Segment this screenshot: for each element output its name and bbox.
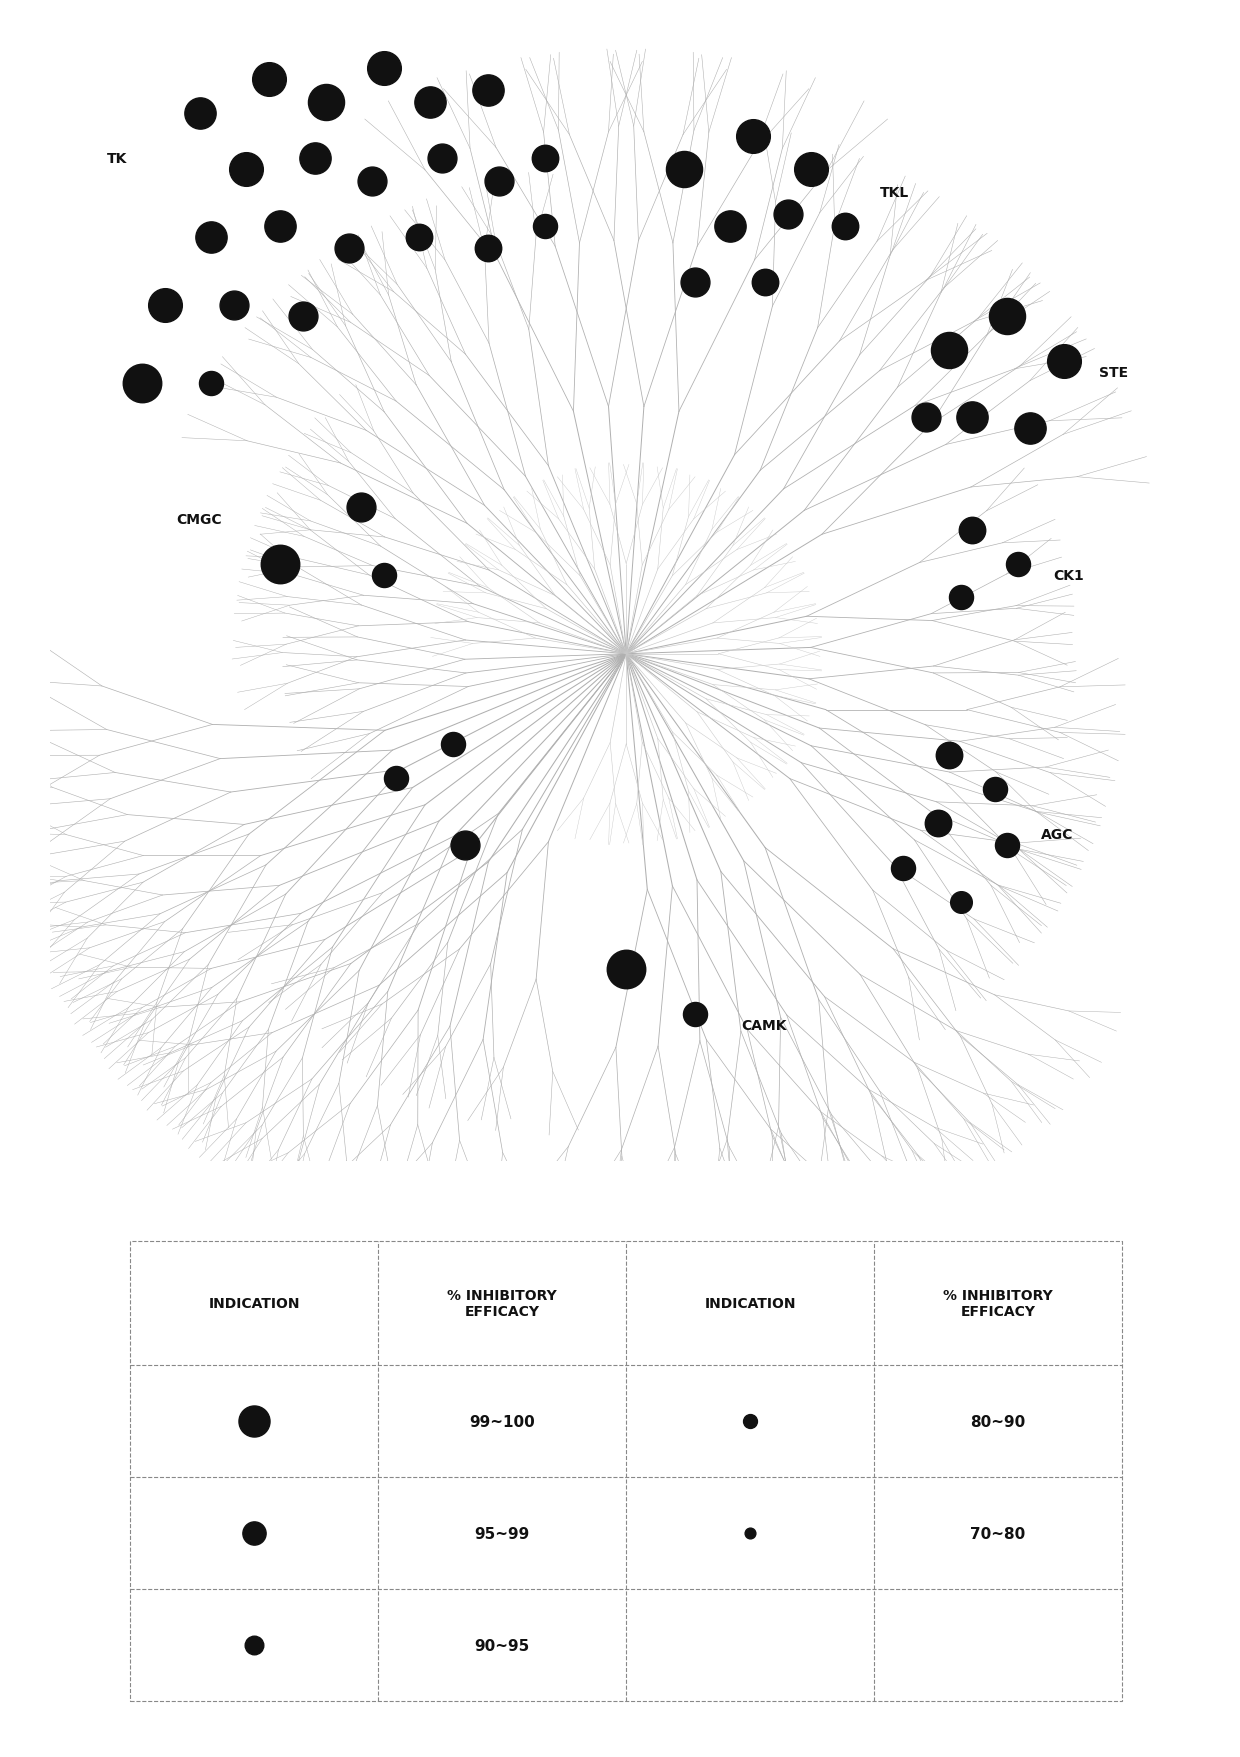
Point (928, 810, 947, 838)
Point (490, 167, 510, 195)
Point (270, 213, 290, 241)
Point (997, 831, 1017, 859)
Text: TK: TK (108, 153, 128, 165)
Text: % INHIBITORY
EFFICACY: % INHIBITORY EFFICACY (944, 1288, 1053, 1318)
Point (720, 213, 740, 241)
Point (386, 764, 405, 792)
Point (316, 88, 336, 116)
Point (420, 88, 440, 116)
Point (236, 156, 255, 184)
Text: % INHIBITORY
EFFICACY: % INHIBITORY EFFICACY (448, 1288, 557, 1318)
Point (962, 404, 982, 432)
Point (351, 494, 371, 522)
Point (777, 202, 797, 230)
Point (740, 1407, 760, 1435)
Point (616, 956, 636, 984)
Text: CMGC: CMGC (176, 513, 222, 527)
Point (1054, 348, 1074, 376)
Point (224, 292, 244, 320)
Text: STE: STE (1099, 365, 1128, 380)
Text: AGC: AGC (1042, 828, 1074, 842)
Point (190, 100, 210, 128)
Point (939, 741, 959, 770)
Point (836, 213, 856, 241)
Point (997, 302, 1017, 330)
Point (951, 583, 971, 611)
Point (951, 887, 971, 915)
Point (244, 1520, 264, 1548)
Point (244, 1630, 264, 1659)
Point (675, 156, 694, 184)
Point (432, 144, 451, 172)
Text: INDICATION: INDICATION (704, 1297, 796, 1311)
Text: 70~80: 70~80 (971, 1525, 1025, 1541)
Point (374, 562, 394, 590)
Point (270, 550, 290, 578)
Text: 95~99: 95~99 (475, 1525, 529, 1541)
Text: 99~100: 99~100 (470, 1414, 536, 1428)
Point (801, 156, 821, 184)
Point (939, 336, 959, 364)
Point (1008, 550, 1028, 578)
Bar (130, 1240, 1122, 1701)
Point (536, 213, 556, 241)
Point (477, 77, 497, 105)
Point (244, 1407, 264, 1435)
Point (305, 144, 325, 172)
Point (201, 223, 221, 251)
Point (743, 123, 763, 151)
Point (755, 269, 775, 297)
Point (409, 223, 429, 251)
Text: 80~90: 80~90 (971, 1414, 1025, 1428)
Text: INDICATION: INDICATION (208, 1297, 300, 1311)
Point (686, 1000, 706, 1028)
Point (962, 517, 982, 545)
Point (444, 731, 464, 759)
Text: TKL: TKL (880, 186, 909, 200)
Point (986, 775, 1006, 803)
Point (1019, 415, 1039, 443)
Point (294, 302, 314, 330)
Point (155, 292, 175, 320)
Point (477, 235, 497, 264)
Text: 90~95: 90~95 (475, 1638, 529, 1653)
Point (201, 371, 221, 399)
Point (686, 269, 706, 297)
Point (374, 54, 394, 83)
Point (362, 167, 382, 195)
Text: CK1: CK1 (1053, 569, 1084, 583)
Point (340, 235, 360, 264)
Point (893, 854, 913, 882)
Point (740, 1520, 760, 1548)
Point (455, 831, 475, 859)
Text: CAMK: CAMK (742, 1019, 787, 1033)
Point (916, 404, 936, 432)
Point (536, 144, 556, 172)
Point (259, 67, 279, 95)
Point (131, 371, 151, 399)
